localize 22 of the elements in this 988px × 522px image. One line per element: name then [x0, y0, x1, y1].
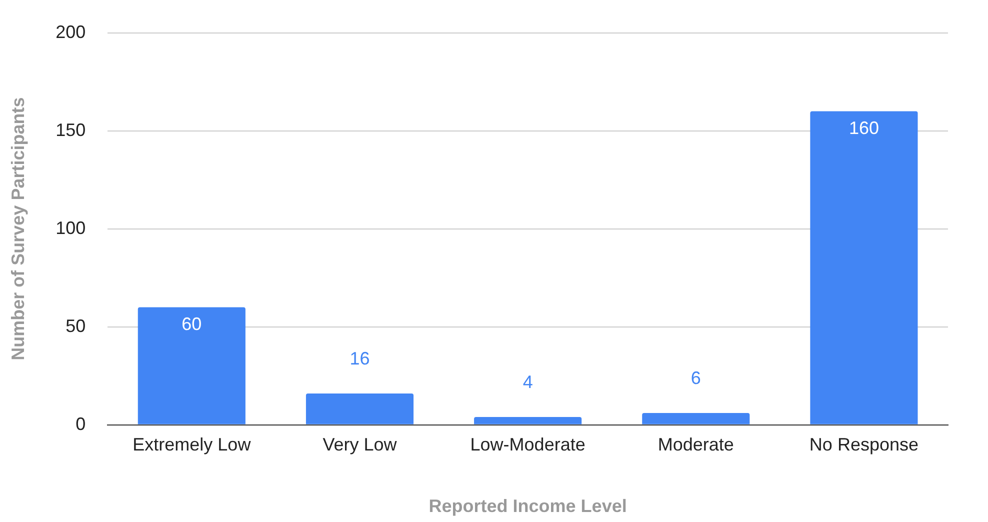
x-tick-label: Very Low [322, 434, 398, 455]
y-tick-label: 0 [76, 414, 86, 434]
x-tick-label: Extremely Low [132, 434, 252, 455]
y-tick-label: 100 [56, 218, 86, 238]
data-label: 60 [182, 314, 202, 334]
data-label: 6 [690, 368, 701, 388]
bar [306, 393, 414, 424]
data-label: 160 [848, 118, 879, 138]
y-tick-label: 50 [66, 316, 86, 336]
bar [474, 416, 582, 424]
x-tick-label: No Response [809, 434, 918, 455]
x-axis-title: Reported Income Level [428, 496, 627, 516]
data-label: 16 [350, 348, 370, 368]
bar [642, 413, 750, 424]
bar [810, 111, 918, 424]
x-tick-label: Moderate [658, 434, 734, 455]
y-axis-title: Number of Survey Participants [8, 97, 28, 360]
y-tick-label: 200 [56, 22, 86, 42]
data-label: 4 [522, 372, 533, 392]
y-tick-label: 150 [56, 120, 86, 140]
bar [138, 307, 246, 424]
x-tick-label: Low-Moderate [470, 434, 586, 455]
